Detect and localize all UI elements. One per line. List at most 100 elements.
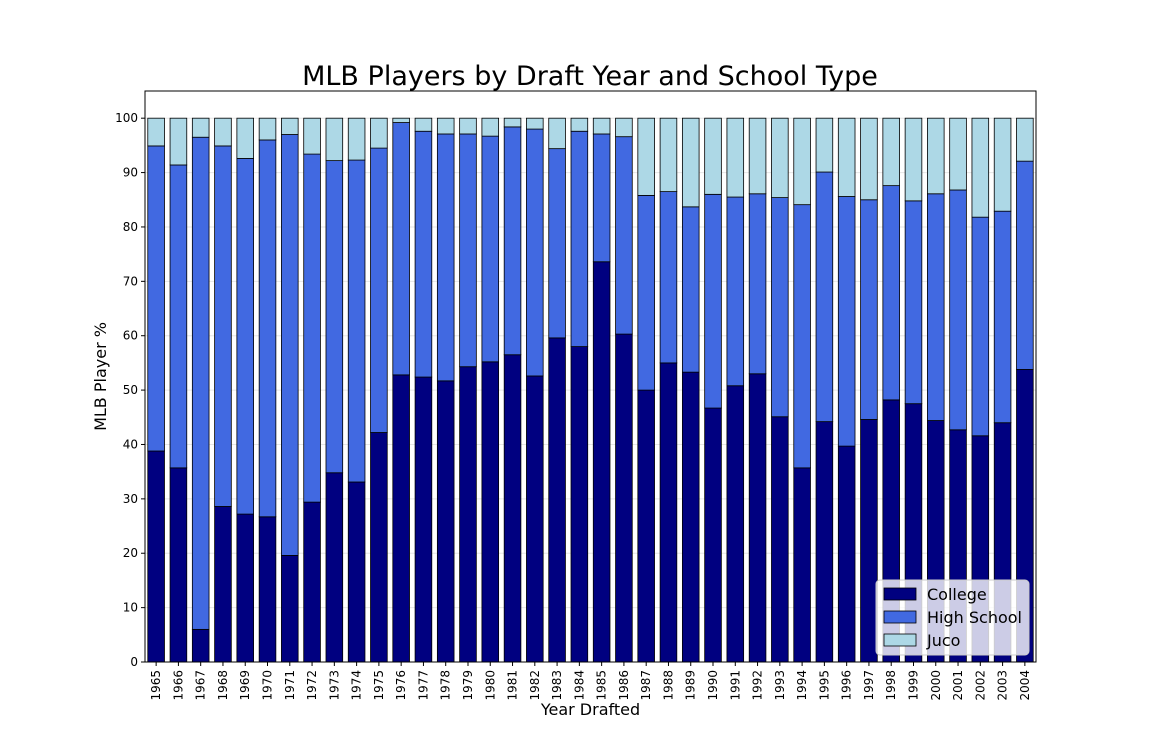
x-tick-label: 1966	[171, 670, 185, 701]
legend-swatch	[883, 587, 917, 601]
x-tick-label: 1969	[238, 670, 252, 701]
bar-segment-college	[147, 450, 165, 663]
bar-segment-high-school	[392, 122, 410, 376]
bar-segment-high-school	[1016, 160, 1034, 370]
bar-segment-juco	[882, 117, 900, 187]
bar-segment-juco	[347, 117, 366, 161]
bar-segment-high-school	[793, 204, 811, 469]
bar-segment-juco	[503, 117, 522, 128]
legend-label: High School	[927, 608, 1022, 627]
x-tick-label: 1976	[394, 670, 408, 701]
bar-segment-juco	[325, 117, 344, 162]
bar-segment-juco	[681, 117, 700, 208]
bar-segment-high-school	[860, 199, 878, 420]
bar-segment-college	[748, 373, 767, 663]
bar-segment-college	[837, 445, 856, 663]
bar-segment-high-school	[281, 134, 299, 556]
y-tick-label: 80	[123, 220, 138, 234]
y-axis-label: MLB Player %	[91, 322, 110, 431]
bar-segment-college	[258, 516, 277, 663]
bar-segment-high-school	[191, 136, 210, 630]
bar-segment-college	[526, 375, 544, 663]
x-tick-label: 1973	[327, 670, 341, 701]
bar-segment-high-school	[459, 133, 477, 368]
x-tick-label: 1999	[906, 670, 920, 701]
bar-segment-college	[704, 407, 722, 663]
bar-segment-juco	[704, 117, 722, 195]
x-tick-label: 1979	[461, 670, 475, 701]
bar-segment-college	[548, 337, 566, 663]
x-tick-label: 1989	[684, 670, 698, 701]
bar-segment-juco	[615, 117, 633, 138]
legend-swatch	[883, 610, 917, 624]
x-tick-label: 1983	[550, 670, 564, 701]
bar-segment-juco	[993, 117, 1012, 212]
bar-segment-high-school	[236, 158, 254, 515]
bar-segment-juco	[837, 117, 856, 197]
bar-segment-college	[570, 346, 589, 663]
x-tick-label: 1993	[773, 670, 787, 701]
bar-segment-high-school	[214, 145, 232, 507]
bar-segment-juco	[570, 117, 589, 132]
bar-segment-high-school	[548, 148, 566, 339]
bar-segment-high-school	[370, 147, 388, 433]
bar-segment-juco	[392, 117, 410, 123]
bar-segment-high-school	[526, 128, 544, 377]
x-tick-label: 2000	[929, 670, 943, 701]
bar-segment-juco	[860, 117, 878, 201]
bar-segment-juco	[949, 117, 967, 191]
x-tick-label: 1986	[617, 670, 631, 701]
bar-segment-juco	[748, 117, 767, 195]
legend-label: Juco	[926, 631, 960, 650]
bar-segment-college	[659, 362, 678, 663]
bar-segment-college	[459, 366, 477, 663]
x-tick-label: 1991	[728, 670, 742, 701]
y-tick-label: 70	[123, 274, 138, 288]
x-tick-label: 1981	[506, 670, 520, 701]
bar-segment-college	[481, 361, 500, 663]
x-tick-label: 1972	[305, 670, 319, 701]
bar-segment-high-school	[347, 159, 366, 483]
bar-segment-college	[370, 432, 388, 663]
bar-segment-high-school	[147, 145, 165, 452]
bar-segment-high-school	[726, 196, 745, 387]
x-axis-ticks: 1965 1966 1967 1968 1969 1970 1971 1972 1973 1974…	[149, 662, 1032, 701]
bar-segment-college	[592, 261, 611, 663]
bar-segment-high-school	[325, 160, 344, 474]
bar-segment-juco	[258, 117, 277, 141]
x-tick-label: 1984	[572, 670, 586, 701]
bar-segment-high-school	[815, 171, 834, 423]
bar-segment-college	[392, 374, 410, 663]
bar-segment-college	[236, 513, 254, 663]
bar-segment-juco	[904, 117, 923, 202]
bar-segment-high-school	[971, 216, 990, 437]
bar-segment-juco	[169, 117, 188, 166]
x-tick-label: 1977	[416, 670, 430, 701]
bar-segment-college	[436, 380, 455, 663]
x-tick-label: 2003	[996, 670, 1010, 701]
x-tick-label: 1965	[149, 670, 163, 701]
bar-segment-juco	[191, 117, 210, 138]
bar-segment-juco	[971, 117, 990, 218]
bar-segment-college	[169, 467, 188, 663]
bar-segment-college	[303, 501, 321, 663]
bar-segment-college	[325, 472, 344, 663]
bar-segment-college	[793, 467, 811, 663]
bar-segment-juco	[370, 117, 388, 149]
x-tick-label: 1988	[661, 670, 675, 701]
bar-segment-high-school	[882, 185, 900, 401]
y-tick-label: 20	[123, 546, 138, 560]
bar-segment-college	[726, 385, 745, 663]
bar-segment-high-school	[503, 126, 522, 356]
x-tick-label: 1971	[283, 670, 297, 701]
x-tick-label: 1996	[840, 670, 854, 701]
x-tick-label: 1980	[483, 670, 497, 701]
bar-segment-juco	[303, 117, 321, 155]
bar-segment-juco	[1016, 117, 1034, 162]
bar-segment-juco	[815, 117, 834, 173]
y-tick-label: 50	[123, 383, 138, 397]
y-tick-label: 100	[115, 111, 138, 125]
bar-segment-juco	[414, 117, 433, 132]
x-tick-label: 1997	[862, 670, 876, 701]
chart-title: MLB Players by Draft Year and School Typ…	[302, 61, 878, 92]
